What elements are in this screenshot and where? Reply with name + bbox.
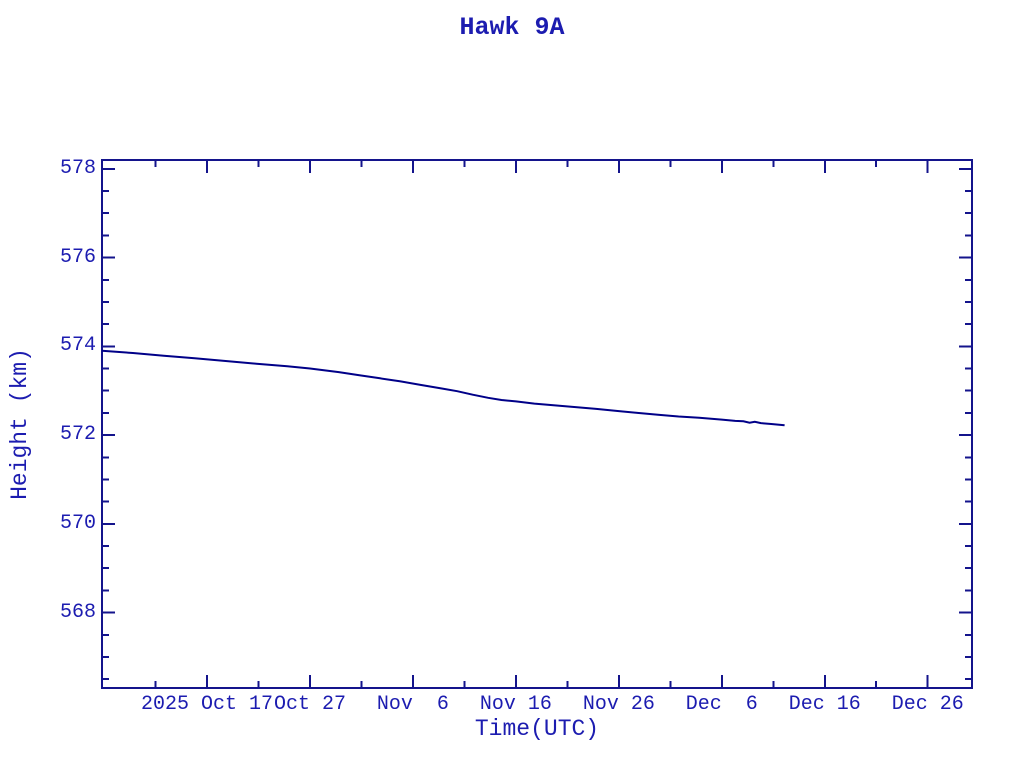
x-tick-label: Nov 6 (376, 693, 449, 716)
x-tick-label: Nov 26 (582, 693, 655, 716)
y-axis-title: Height (km) (7, 348, 33, 500)
x-axis-title: Time(UTC) (474, 716, 600, 742)
y-tick-label: 574 (59, 334, 96, 358)
data-line (101, 349, 785, 427)
plot-frame (101, 159, 973, 689)
y-tick-label: 578 (59, 156, 96, 180)
x-tick-label: Dec 26 (891, 693, 964, 716)
x-tick-label: 2025 Oct 17 (141, 693, 274, 716)
x-tick-label: Dec 16 (788, 693, 861, 716)
y-tick-label: 576 (59, 245, 96, 269)
x-tick-label: Nov 16 (479, 693, 552, 716)
chart-title: Hawk 9A (459, 13, 565, 42)
y-tick-label: 570 (59, 511, 96, 535)
y-tick-label: 568 (59, 600, 96, 624)
y-tick-label: 572 (59, 423, 96, 447)
x-tick-label: Oct 27 (273, 693, 346, 716)
x-tick-label: Dec 6 (685, 693, 758, 716)
